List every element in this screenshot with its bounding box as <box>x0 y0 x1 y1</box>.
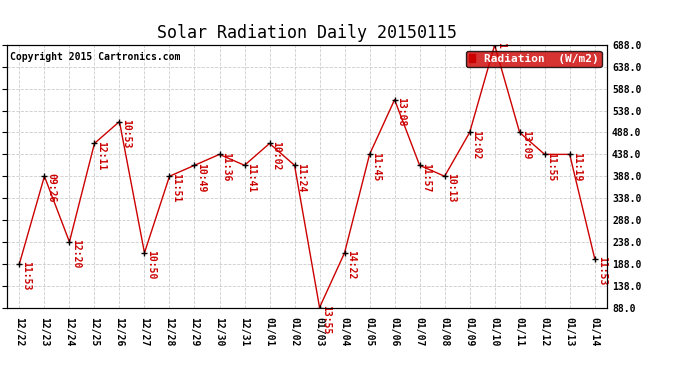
Point <box>239 162 250 168</box>
Text: 11:55: 11:55 <box>546 152 557 181</box>
Text: 11:24: 11:24 <box>297 162 306 192</box>
Text: 11:41: 11:41 <box>246 162 257 192</box>
Text: 12:20: 12:20 <box>71 239 81 268</box>
Text: 11:19: 11:19 <box>571 152 582 181</box>
Text: 11:57: 11:57 <box>422 162 431 192</box>
Point <box>389 97 400 103</box>
Text: 1: 1 <box>497 42 506 48</box>
Text: 10:02: 10:02 <box>271 141 282 170</box>
Point <box>414 162 425 168</box>
Point <box>339 250 350 256</box>
Point <box>439 173 450 179</box>
Text: 10:13: 10:13 <box>446 174 457 203</box>
Point <box>564 152 575 157</box>
Text: Copyright 2015 Cartronics.com: Copyright 2015 Cartronics.com <box>10 52 180 62</box>
Title: Solar Radiation Daily 20150115: Solar Radiation Daily 20150115 <box>157 24 457 42</box>
Point <box>489 42 500 48</box>
Point <box>164 173 175 179</box>
Text: 11:51: 11:51 <box>171 174 181 203</box>
Point <box>464 129 475 135</box>
Text: 09:26: 09:26 <box>46 174 57 203</box>
Point <box>114 118 125 124</box>
Text: 11:53: 11:53 <box>21 261 31 290</box>
Point <box>289 162 300 168</box>
Point <box>364 152 375 157</box>
Point <box>89 140 100 146</box>
Legend: Radiation  (W/m2): Radiation (W/m2) <box>466 51 602 68</box>
Text: 13:08: 13:08 <box>397 97 406 126</box>
Text: 12:11: 12:11 <box>97 141 106 170</box>
Text: 12:02: 12:02 <box>471 130 482 159</box>
Text: 14:22: 14:22 <box>346 250 357 279</box>
Point <box>264 140 275 146</box>
Text: 10:53: 10:53 <box>121 119 131 148</box>
Text: 11:45: 11:45 <box>371 152 382 181</box>
Point <box>214 152 225 157</box>
Point <box>189 162 200 168</box>
Point <box>64 239 75 245</box>
Text: 13:09: 13:09 <box>522 130 531 159</box>
Text: 13:55: 13:55 <box>322 305 331 334</box>
Point <box>39 173 50 179</box>
Text: 10:49: 10:49 <box>197 162 206 192</box>
Point <box>514 129 525 135</box>
Text: 10:50: 10:50 <box>146 250 157 279</box>
Point <box>539 152 550 157</box>
Point <box>139 250 150 256</box>
Text: 11:36: 11:36 <box>221 152 231 181</box>
Point <box>314 304 325 310</box>
Point <box>14 261 25 267</box>
Point <box>589 255 600 261</box>
Text: 11:53: 11:53 <box>597 256 607 285</box>
